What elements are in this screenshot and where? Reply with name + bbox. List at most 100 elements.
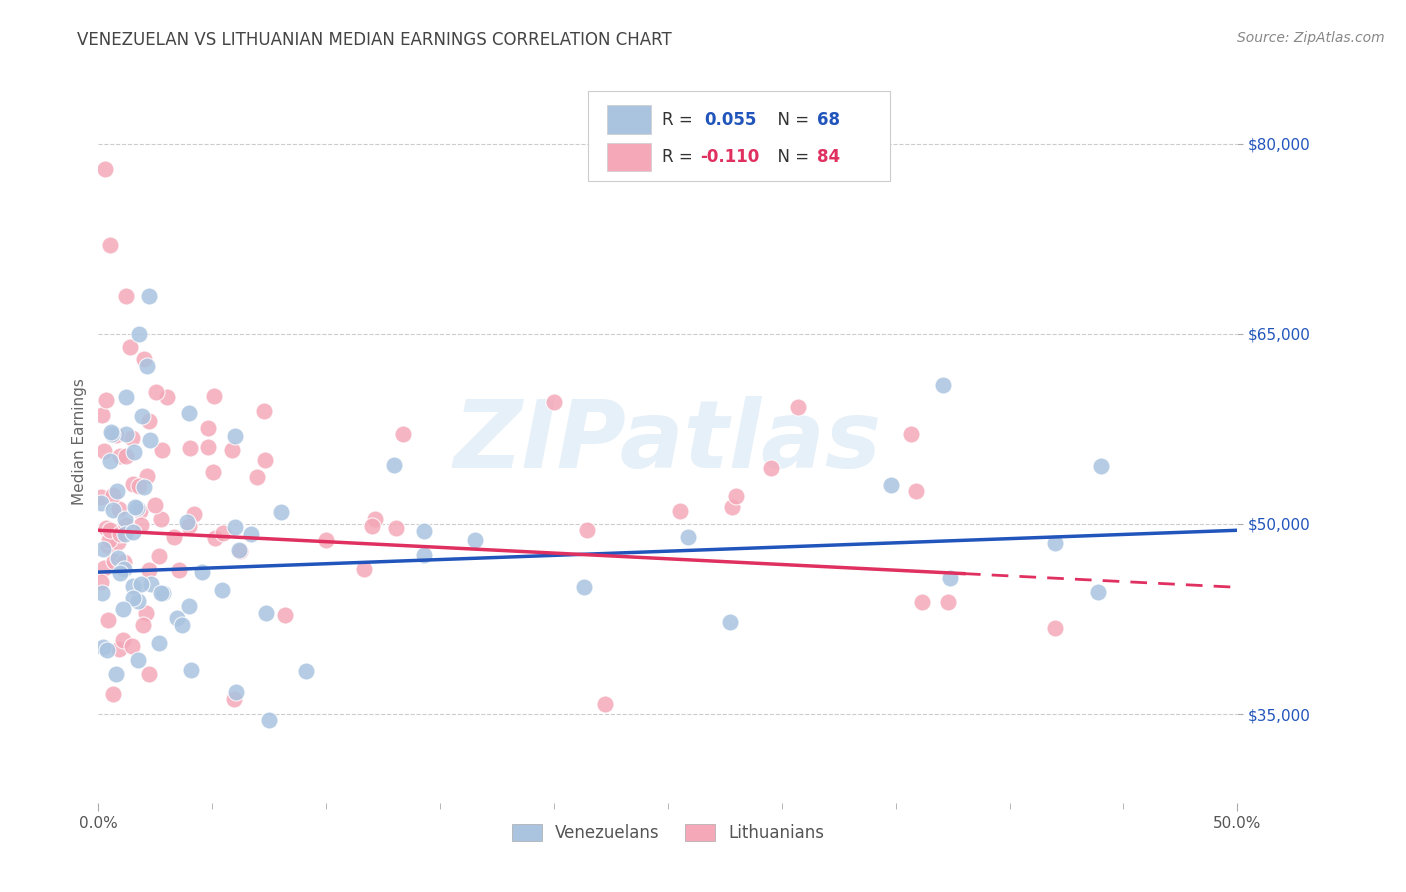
- Point: [179, 599, 201, 613]
- Y-axis label: Median Earnings: Median Earnings: [72, 378, 87, 505]
- Point: [112, 602, 135, 616]
- Point: [150, 586, 173, 600]
- Point: [212, 526, 235, 541]
- Point: [222, 691, 245, 706]
- Point: [177, 519, 200, 533]
- Text: N =: N =: [766, 148, 814, 166]
- Point: [122, 477, 145, 491]
- Point: [163, 530, 186, 544]
- Text: R =: R =: [662, 111, 699, 128]
- Point: [191, 565, 214, 579]
- Point: [114, 518, 136, 533]
- Point: [105, 483, 128, 498]
- Point: [128, 504, 150, 518]
- Point: [204, 389, 226, 403]
- Point: [1087, 585, 1109, 599]
- Point: [94, 393, 117, 408]
- Point: [787, 401, 810, 415]
- Point: [90, 496, 112, 510]
- Point: [101, 427, 124, 442]
- Point: [593, 698, 616, 712]
- Text: Source: ZipAtlas.com: Source: ZipAtlas.com: [1237, 31, 1385, 45]
- Point: [270, 505, 292, 519]
- Point: [576, 523, 599, 537]
- Point: [204, 531, 226, 545]
- Legend: Venezuelans, Lithuanians: Venezuelans, Lithuanians: [505, 817, 831, 848]
- Point: [315, 533, 337, 548]
- Point: [257, 714, 280, 728]
- Point: [135, 359, 157, 373]
- Point: [90, 491, 112, 505]
- Point: [114, 512, 136, 526]
- FancyBboxPatch shape: [588, 91, 890, 181]
- Point: [108, 449, 131, 463]
- Point: [254, 606, 277, 620]
- Point: [412, 524, 434, 538]
- Point: [132, 480, 155, 494]
- Point: [96, 643, 118, 657]
- Text: ZIPatlas: ZIPatlas: [454, 395, 882, 488]
- Point: [121, 579, 143, 593]
- Point: [90, 408, 112, 422]
- Point: [880, 478, 903, 492]
- FancyBboxPatch shape: [607, 105, 651, 134]
- Point: [121, 639, 143, 653]
- Point: [183, 507, 205, 521]
- Point: [108, 566, 131, 580]
- FancyBboxPatch shape: [607, 143, 651, 171]
- Point: [138, 666, 160, 681]
- Point: [125, 500, 148, 515]
- Text: VENEZUELAN VS LITHUANIAN MEDIAN EARNINGS CORRELATION CHART: VENEZUELAN VS LITHUANIAN MEDIAN EARNINGS…: [77, 31, 672, 49]
- Point: [114, 450, 136, 464]
- Point: [96, 539, 118, 553]
- Point: [139, 576, 162, 591]
- Point: [413, 549, 436, 563]
- Point: [543, 394, 565, 409]
- Point: [228, 542, 250, 557]
- Point: [98, 453, 121, 467]
- Point: [179, 441, 201, 455]
- Point: [103, 502, 125, 516]
- Text: 84: 84: [817, 148, 841, 166]
- Point: [132, 352, 155, 367]
- Point: [121, 431, 143, 445]
- Point: [112, 561, 135, 575]
- Point: [148, 549, 170, 564]
- Point: [131, 409, 153, 423]
- Point: [225, 685, 247, 699]
- Point: [224, 429, 246, 443]
- Point: [107, 535, 129, 549]
- Point: [105, 666, 128, 681]
- Point: [91, 586, 114, 600]
- Point: [128, 326, 150, 341]
- Point: [96, 521, 118, 535]
- Point: [364, 512, 387, 526]
- Point: [121, 591, 143, 605]
- Point: [932, 378, 955, 392]
- Point: [124, 445, 146, 459]
- Text: 68: 68: [817, 111, 839, 128]
- Point: [103, 687, 125, 701]
- Point: [385, 521, 408, 535]
- Point: [1043, 536, 1066, 550]
- Point: [353, 562, 375, 576]
- Point: [93, 444, 115, 458]
- Point: [112, 633, 135, 648]
- Point: [936, 595, 959, 609]
- Point: [129, 518, 152, 533]
- Point: [574, 580, 596, 594]
- Point: [295, 664, 318, 678]
- Point: [725, 489, 748, 503]
- Text: R =: R =: [662, 148, 699, 166]
- Point: [114, 289, 136, 303]
- Point: [103, 554, 125, 568]
- Point: [135, 606, 157, 620]
- Point: [900, 426, 922, 441]
- Point: [138, 289, 160, 303]
- Point: [759, 460, 782, 475]
- Point: [167, 563, 190, 577]
- Text: -0.110: -0.110: [700, 148, 759, 166]
- Point: [360, 519, 382, 533]
- Point: [148, 636, 170, 650]
- Point: [138, 414, 160, 428]
